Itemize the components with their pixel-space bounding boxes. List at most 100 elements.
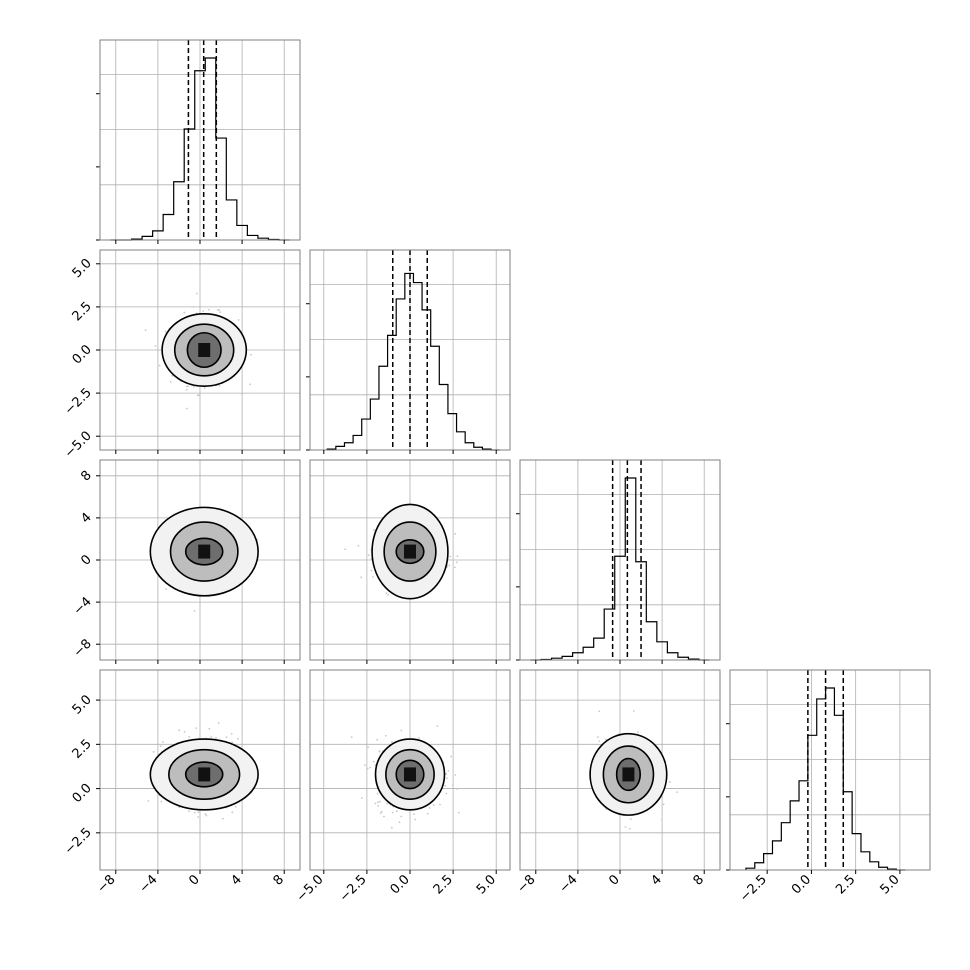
scatter-point xyxy=(447,769,450,772)
scatter-point xyxy=(449,555,452,558)
scatter-point xyxy=(196,394,199,397)
scatter-point xyxy=(154,344,157,347)
scatter-point xyxy=(629,818,632,821)
scatter-point xyxy=(436,725,439,728)
scatter-point xyxy=(219,311,222,314)
scatter-point xyxy=(387,593,389,596)
scatter-point xyxy=(426,812,429,815)
scatter-point xyxy=(147,800,150,802)
scatter-point xyxy=(237,319,240,321)
scatter-point xyxy=(432,804,435,807)
scatter-point xyxy=(454,532,457,535)
scatter-point xyxy=(598,710,601,713)
scatter-point xyxy=(446,777,448,780)
scatter-point xyxy=(391,740,393,743)
x-tick-label-1-0: −5.0 xyxy=(294,872,327,905)
scatter-point xyxy=(231,811,234,814)
scatter-point xyxy=(171,374,174,377)
scatter-point xyxy=(377,804,380,807)
x-tick-label-3-0: −2.5 xyxy=(737,872,770,905)
scatter-point xyxy=(624,826,627,828)
scatter-point xyxy=(379,800,381,803)
x-tick-label-3-1: 0.0 xyxy=(789,872,814,897)
scatter-point xyxy=(636,731,639,734)
density-peak-3-0 xyxy=(198,767,211,782)
scatter-point xyxy=(165,588,167,590)
scatter-point xyxy=(390,826,393,829)
y-tick-label-1-1: −2.5 xyxy=(62,385,95,418)
y-tick-label-3-3: 5.0 xyxy=(70,692,95,717)
density-peak-2-0 xyxy=(198,544,211,559)
y-tick-label-2-2: 0 xyxy=(78,552,94,568)
scatter-point xyxy=(216,309,219,312)
scatter-point xyxy=(237,737,239,740)
scatter-point xyxy=(439,803,441,806)
scatter-point xyxy=(418,737,420,739)
scatter-point xyxy=(386,802,389,805)
scatter-point xyxy=(379,812,382,814)
scatter-point xyxy=(450,755,453,758)
x-tick-label-0-2: 0 xyxy=(186,872,202,888)
y-tick-label-3-1: 0.0 xyxy=(70,781,95,806)
scatter-point xyxy=(370,569,373,572)
scatter-point xyxy=(197,816,200,818)
scatter-point xyxy=(455,561,458,564)
scatter-point xyxy=(380,810,383,813)
scatter-point xyxy=(187,385,189,388)
scatter-point xyxy=(448,564,451,567)
scatter-point xyxy=(159,745,162,748)
scatter-point xyxy=(373,529,375,531)
scatter-point xyxy=(169,380,172,383)
scatter-point xyxy=(210,736,213,738)
scatter-point xyxy=(193,811,196,814)
scatter-point xyxy=(454,566,456,569)
scatter-point xyxy=(374,802,377,805)
x-tick-label-1-4: 5.0 xyxy=(474,872,499,897)
y-tick-label-3-0: −2.5 xyxy=(62,825,95,858)
scatter-point xyxy=(203,387,206,389)
scatter-point xyxy=(208,727,211,730)
scatter-point xyxy=(198,394,200,397)
scatter-point xyxy=(249,383,251,386)
scatter-point xyxy=(225,736,228,739)
x-tick-label-0-0: −8 xyxy=(94,872,118,896)
scatter-point xyxy=(632,710,635,712)
scatter-point xyxy=(385,592,388,595)
panel-3-3-background xyxy=(730,670,930,870)
scatter-point xyxy=(376,792,379,795)
scatter-point xyxy=(376,738,379,741)
scatter-point xyxy=(676,791,679,794)
scatter-point xyxy=(357,544,360,547)
scatter-point xyxy=(188,810,190,813)
scatter-point xyxy=(367,554,370,557)
scatter-point xyxy=(204,813,207,815)
x-tick-label-2-2: 0 xyxy=(606,872,622,888)
scatter-point xyxy=(218,308,221,311)
scatter-point xyxy=(234,805,237,808)
scatter-point xyxy=(152,750,155,753)
x-tick-label-2-0: −8 xyxy=(514,872,538,896)
scatter-point xyxy=(400,815,403,818)
x-tick-label-1-1: −2.5 xyxy=(337,872,370,905)
scatter-point xyxy=(668,781,671,783)
x-tick-label-0-3: 4 xyxy=(228,872,244,888)
x-tick-label-3-2: 2.5 xyxy=(833,872,858,897)
scatter-point xyxy=(451,784,454,787)
y-tick-label-1-4: 5.0 xyxy=(70,256,95,281)
scatter-point xyxy=(241,393,243,396)
scatter-point xyxy=(192,306,195,308)
scatter-point xyxy=(160,800,163,803)
histogram-0 xyxy=(110,57,290,241)
scatter-point xyxy=(158,364,161,367)
scatter-point xyxy=(350,736,353,739)
scatter-point xyxy=(605,738,607,741)
scatter-point xyxy=(456,788,459,790)
scatter-point xyxy=(185,407,188,410)
y-tick-label-1-3: 2.5 xyxy=(70,299,95,324)
scatter-point xyxy=(215,736,217,739)
scatter-point xyxy=(454,774,457,776)
y-tick-label-2-0: −8 xyxy=(71,636,95,660)
scatter-point xyxy=(457,811,460,814)
scatter-point xyxy=(205,814,208,817)
